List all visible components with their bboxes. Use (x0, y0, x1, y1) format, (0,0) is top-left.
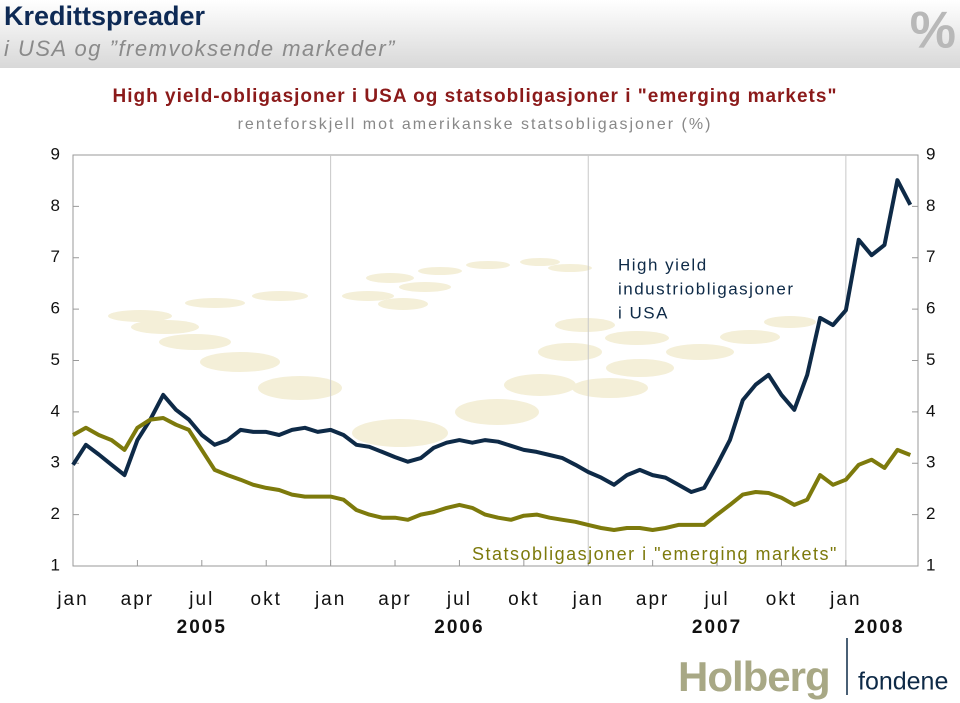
y-tick-label: 3 (51, 453, 60, 472)
y-tick-label: 4 (51, 401, 60, 420)
year-label: 2006 (434, 617, 484, 638)
y2-tick-label: 5 (926, 350, 935, 369)
year-label: 2007 (692, 617, 742, 638)
annotation: Statsobligasjoner i "emerging markets" (472, 544, 838, 564)
y2-tick-label: 9 (926, 144, 935, 163)
y2-tick-label: 8 (926, 196, 935, 215)
year-label: 2005 (177, 617, 227, 638)
x-tick-label: jan (829, 589, 861, 610)
y-tick-label: 2 (51, 504, 60, 523)
x-tick-label: jul (704, 589, 730, 610)
annotation: High yield (618, 255, 708, 274)
y-tick-label: 1 (51, 555, 60, 574)
chart-subtitle: renteforskjell mot amerikanske statsobli… (238, 116, 713, 133)
footer-brand: Holberg (678, 653, 830, 700)
footer-brand-sub: fondene (858, 668, 948, 696)
y2-tick-label: 3 (926, 453, 935, 472)
y-tick-label: 8 (51, 196, 60, 215)
header-logo: % (910, 2, 956, 60)
x-tick-label: jul (446, 589, 472, 610)
x-tick-label: jan (56, 589, 88, 610)
y2-tick-label: 6 (926, 299, 935, 318)
series-line (72, 416, 912, 532)
x-tick-label: okt (508, 589, 539, 610)
x-tick-label: jul (188, 589, 214, 610)
x-tick-label: okt (251, 589, 282, 610)
x-tick-label: apr (378, 589, 411, 610)
y2-tick-label: 1 (926, 555, 935, 574)
y-tick-label: 7 (51, 247, 60, 266)
y-tick-label: 9 (51, 144, 60, 163)
y2-tick-label: 4 (926, 401, 935, 420)
header-band (0, 0, 960, 68)
series-line (71, 178, 913, 494)
x-tick-label: jan (314, 589, 346, 610)
x-tick-label: jan (572, 589, 604, 610)
y-tick-label: 6 (51, 299, 60, 318)
chart-title: High yield-obligasjoner i USA og statsob… (113, 86, 838, 107)
decor (108, 258, 816, 447)
header-title: Kredittspreader (4, 1, 206, 31)
y2-tick-label: 7 (926, 247, 935, 266)
y2-tick-label: 2 (926, 504, 935, 523)
x-tick-label: okt (766, 589, 797, 610)
x-tick-label: apr (121, 589, 154, 610)
annotation: i USA (618, 303, 669, 322)
y-tick-label: 5 (51, 350, 60, 369)
header-subtitle: i USA og ”fremvoksende markeder” (4, 36, 396, 61)
plot: 1 2 3 4 5 6 7 8 9 1 2 3 4 5 6 7 8 9 jan apr jul okt jan apr jul o… (51, 144, 936, 638)
year-label: 2008 (854, 617, 904, 638)
x-tick-label: apr (636, 589, 669, 610)
annotation: industriobligasjoner (618, 279, 794, 298)
